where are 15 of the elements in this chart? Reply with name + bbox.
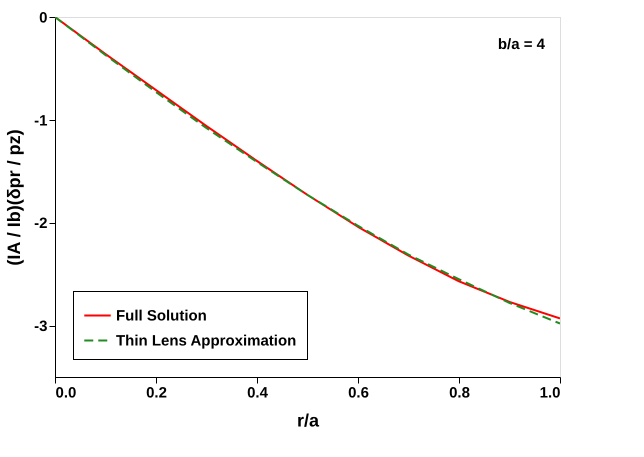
legend-label: Full Solution bbox=[116, 308, 207, 324]
x-tick-label: 0.6 bbox=[348, 384, 369, 402]
y-tick-label: -1 bbox=[34, 112, 48, 130]
x-tick-label: 0.0 bbox=[56, 384, 76, 402]
y-tick-label: -2 bbox=[34, 215, 48, 232]
annotation: b/a = 4 bbox=[498, 36, 546, 53]
x-tick-label: 0.8 bbox=[449, 384, 470, 402]
legend-label: Thin Lens Approximation bbox=[116, 332, 296, 350]
y-axis-title: (IA / Ib)(δpr / pz) bbox=[4, 129, 24, 266]
y-tick-label: 0 bbox=[39, 10, 48, 26]
x-tick-label: 0.4 bbox=[247, 384, 269, 402]
x-tick-label: 0.2 bbox=[146, 384, 167, 402]
x-axis-title: r/a bbox=[296, 410, 320, 430]
y-tick-label: -3 bbox=[34, 318, 48, 336]
x-tick-label: 1.0 bbox=[540, 384, 560, 402]
